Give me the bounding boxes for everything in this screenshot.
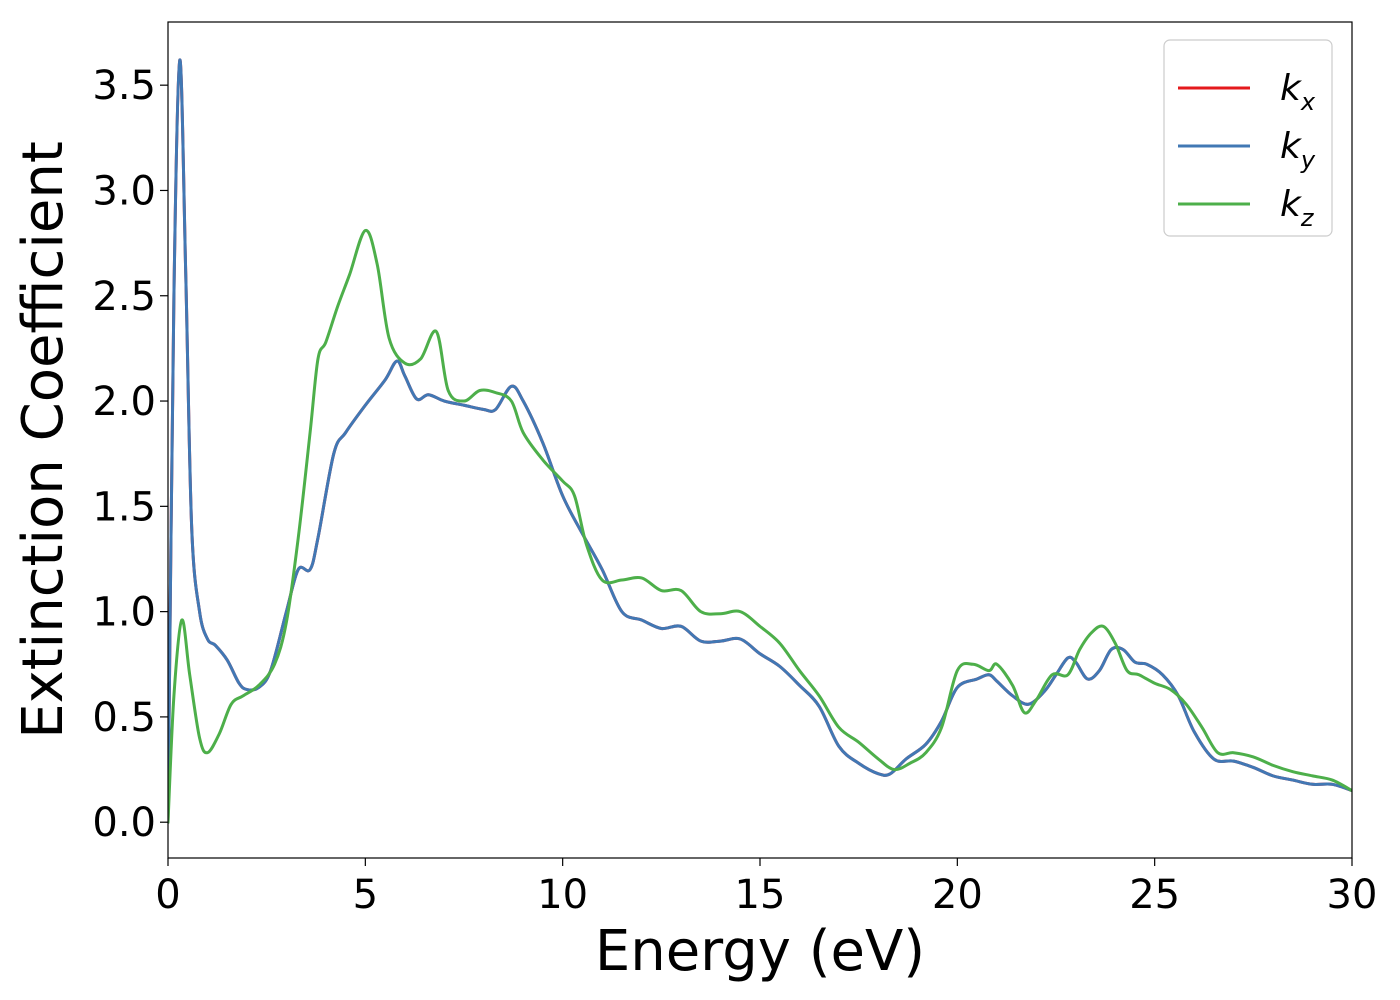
legend-label-subscript: x [1300,88,1316,116]
x-tick-label: 15 [735,872,786,918]
x-tick-label: 25 [1129,872,1180,918]
y-tick-label: 0.5 [92,695,156,741]
y-tick-label: 2.0 [92,379,156,425]
legend-label: kz [1280,184,1315,232]
series-line-k-y [168,58,1352,824]
y-axis-label: Extinction Coefficient [11,141,76,739]
y-tick-label: 2.5 [92,274,156,320]
y-tick-label: 0.0 [92,800,156,846]
legend-label-subscript: y [1300,146,1316,174]
legend-label-main: k [1280,126,1303,167]
y-tick-label: 1.5 [92,484,156,530]
y-tick-label: 1.0 [92,590,156,636]
x-tick-label: 5 [353,872,378,918]
x-axis: 0 5 10 15 20 25 30 [155,858,1377,918]
x-axis-label: Energy (eV) [595,919,925,984]
legend-label-main: k [1280,184,1303,225]
x-tick-label: 30 [1327,872,1378,918]
series-line-k-z [168,228,1352,824]
legend-label-main: k [1280,68,1303,109]
y-axis: 0.0 0.5 1.0 1.5 2.0 2.5 3.0 3.5 [92,63,168,846]
series-layer [168,58,1352,824]
legend-label: kx [1280,68,1316,116]
legend-label: ky [1280,126,1316,174]
y-tick-label: 3.0 [92,168,156,214]
legend-label-subscript: z [1300,204,1315,232]
x-tick-label: 20 [932,872,983,918]
x-tick-label: 0 [155,872,180,918]
y-tick-label: 3.5 [92,63,156,109]
x-tick-label: 10 [537,872,588,918]
